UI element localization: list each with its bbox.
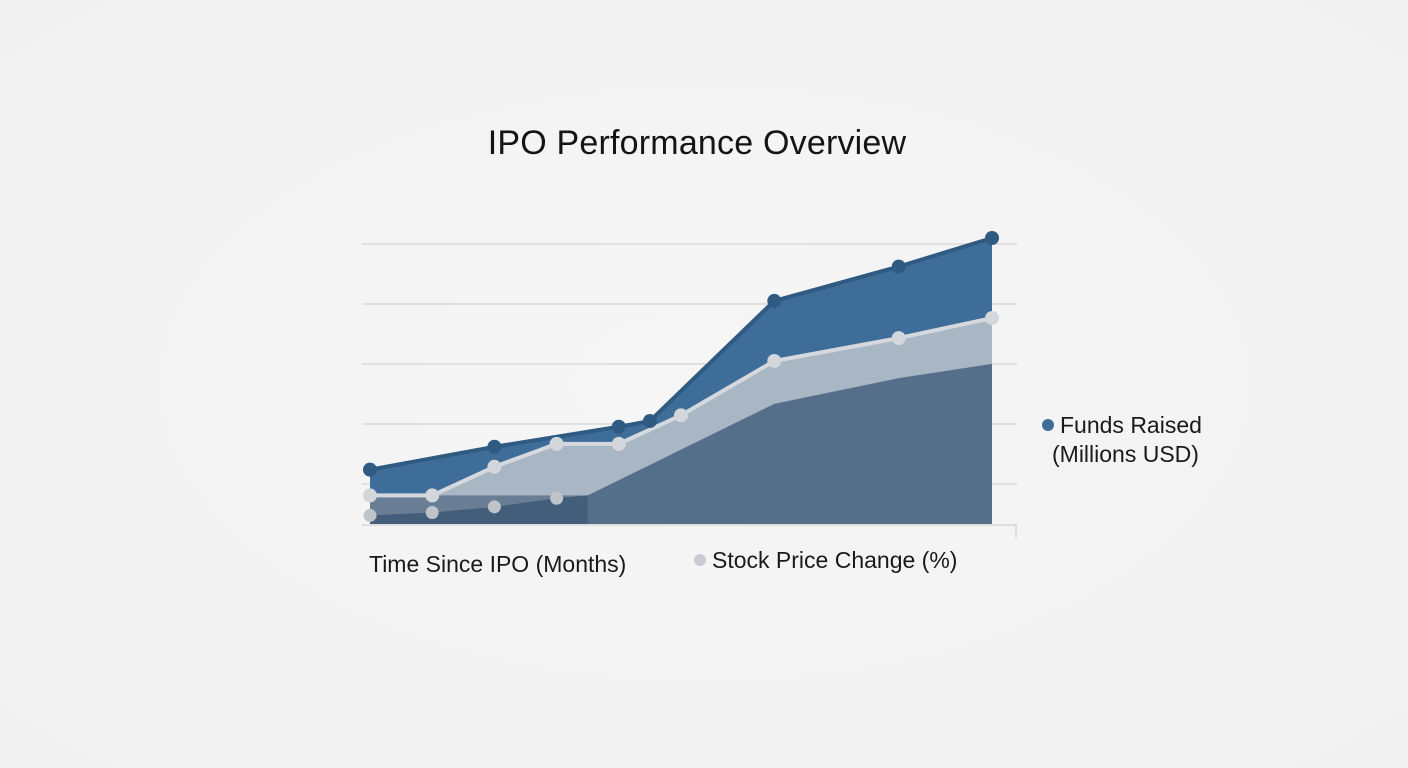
legend-label-stock: Stock Price Change (%) [712, 547, 958, 573]
point-baseline-3 [550, 491, 564, 505]
legend-marker-stock [694, 554, 706, 566]
series-points [363, 231, 999, 522]
point-funds-4 [767, 293, 782, 308]
legend-label-funds-line1: Funds Raised [1060, 412, 1202, 438]
point-stock-2 [487, 459, 502, 474]
legend-marker-funds [1042, 419, 1054, 431]
x-axis-label: Time Since IPO (Months) [369, 551, 627, 577]
legend-stock-price-change[interactable]: Stock Price Change (%) [694, 546, 957, 575]
point-stock-6 [767, 353, 782, 368]
point-funds-0 [363, 462, 377, 477]
area-baseline [370, 363, 992, 524]
point-stock-8 [985, 311, 999, 326]
legend-funds-raised[interactable]: Funds Raised (Millions USD) [1042, 411, 1202, 469]
point-stock-3 [549, 436, 564, 451]
point-baseline-0 [363, 508, 377, 522]
point-stock-7 [891, 331, 906, 346]
point-stock-5 [674, 408, 688, 423]
point-funds-1 [487, 439, 502, 454]
chart-title: IPO Performance Overview [487, 124, 907, 162]
point-stock-1 [425, 488, 440, 503]
point-stock-4 [611, 436, 626, 451]
point-funds-6 [985, 231, 999, 245]
legend-label-funds-line2: (Millions USD) [1052, 441, 1199, 467]
point-stock-0 [363, 488, 377, 503]
point-funds-5 [891, 259, 906, 274]
point-funds-2 [611, 419, 626, 434]
point-funds-3 [642, 414, 657, 429]
point-baseline-1 [425, 506, 439, 520]
point-baseline-2 [487, 500, 501, 514]
